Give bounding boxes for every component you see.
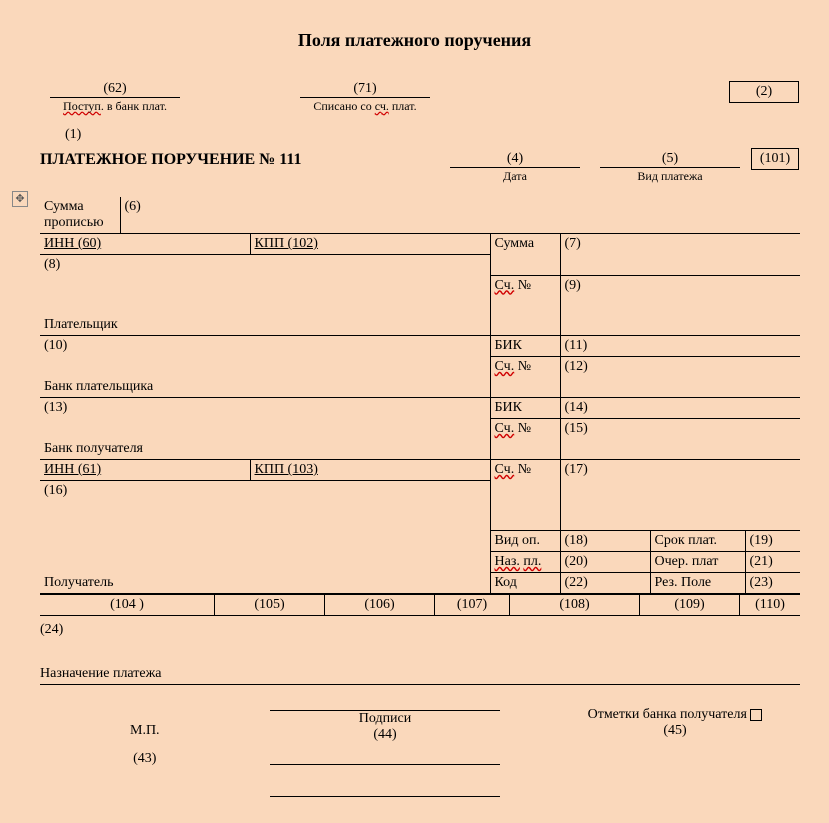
label-payer: Плательщик xyxy=(40,315,490,336)
label-nazpl: Наз. пл. xyxy=(490,552,560,573)
field-62: (62) Поступ. в банк плат. xyxy=(50,81,180,114)
field-7: (7) xyxy=(560,234,800,255)
label-schno-12: Сч. № xyxy=(490,357,560,378)
field-9: (9) xyxy=(560,275,800,315)
field-1: (1) xyxy=(65,127,799,143)
field-15: (15) xyxy=(560,419,800,440)
field-12: (12) xyxy=(560,357,800,378)
field-21: (21) xyxy=(745,552,800,573)
field-109: (109) xyxy=(640,595,740,615)
field-43: (43) xyxy=(130,751,160,767)
label-srok: Срок плат. xyxy=(650,531,745,552)
field-2: (2) xyxy=(729,81,799,103)
page-title: Поля платежного поручения xyxy=(30,30,799,51)
label-summa-prop: Сумма прописью xyxy=(40,197,120,234)
field-44: (44) xyxy=(270,727,500,743)
field-105: (105) xyxy=(215,595,325,615)
field-20: (20) xyxy=(560,552,650,573)
field-45: (45) xyxy=(550,723,800,739)
field-71: (71) Списано со сч. плат. xyxy=(300,81,430,114)
label-bik-11: БИК xyxy=(490,336,560,357)
checkbox-icon xyxy=(750,709,762,721)
label-nazn: Назначение платежа xyxy=(40,666,800,685)
label-ocher: Очер. плат xyxy=(650,552,745,573)
field-107: (107) xyxy=(435,595,510,615)
field-24: (24) xyxy=(40,622,799,638)
label-bik-14: БИК xyxy=(490,398,560,419)
field-110: (110) xyxy=(740,595,800,615)
label-schno-15: Сч. № xyxy=(490,419,560,440)
field-17: (17) xyxy=(560,460,800,481)
anchor-icon: ✥ xyxy=(12,191,28,207)
label-kod: Код xyxy=(490,573,560,594)
label-mp: М.П. xyxy=(130,723,160,739)
label-otmetki: Отметки банка получателя xyxy=(550,707,800,723)
label-schno-17: Сч. № xyxy=(490,460,560,481)
field-18: (18) xyxy=(560,531,650,552)
field-104: (104 ) xyxy=(40,595,215,615)
field-6: (6) xyxy=(120,197,800,234)
label-summa: Сумма xyxy=(490,234,560,255)
label-payer-bank: Банк плательщика xyxy=(40,377,490,398)
label-vidop: Вид оп. xyxy=(490,531,560,552)
field-11: (11) xyxy=(560,336,800,357)
field-14: (14) xyxy=(560,398,800,419)
field-10: (10) xyxy=(40,336,490,357)
label-schno-9: Сч. № xyxy=(490,275,560,315)
fields-104-110: (104 ) (105) (106) (107) (108) (109) (11… xyxy=(40,594,800,616)
field-101: (101) xyxy=(751,148,799,170)
field-22: (22) xyxy=(560,573,650,594)
field-13: (13) xyxy=(40,398,490,419)
field-5: (5) Вид платежа xyxy=(600,151,740,168)
field-106: (106) xyxy=(325,595,435,615)
label-inn-60: ИНН (60) xyxy=(40,234,250,255)
label-rez: Рез. Поле xyxy=(650,573,745,594)
label-recv-bank: Банк получателя xyxy=(40,439,490,460)
field-8: (8) xyxy=(40,255,490,276)
field-23: (23) xyxy=(745,573,800,594)
field-4: (4) Дата xyxy=(450,151,580,168)
label-inn-61: ИНН (61) xyxy=(40,460,250,481)
label-kpp-102: КПП (102) xyxy=(250,234,490,255)
label-kpp-103: КПП (103) xyxy=(250,460,490,481)
label-podpisi: Подписи xyxy=(270,711,500,727)
label-recv: Получатель xyxy=(40,573,490,594)
doc-title: ПЛАТЕЖНОЕ ПОРУЧЕНИЕ № 111 xyxy=(40,151,302,169)
field-16: (16) xyxy=(40,481,490,531)
field-108: (108) xyxy=(510,595,640,615)
field-19: (19) xyxy=(745,531,800,552)
